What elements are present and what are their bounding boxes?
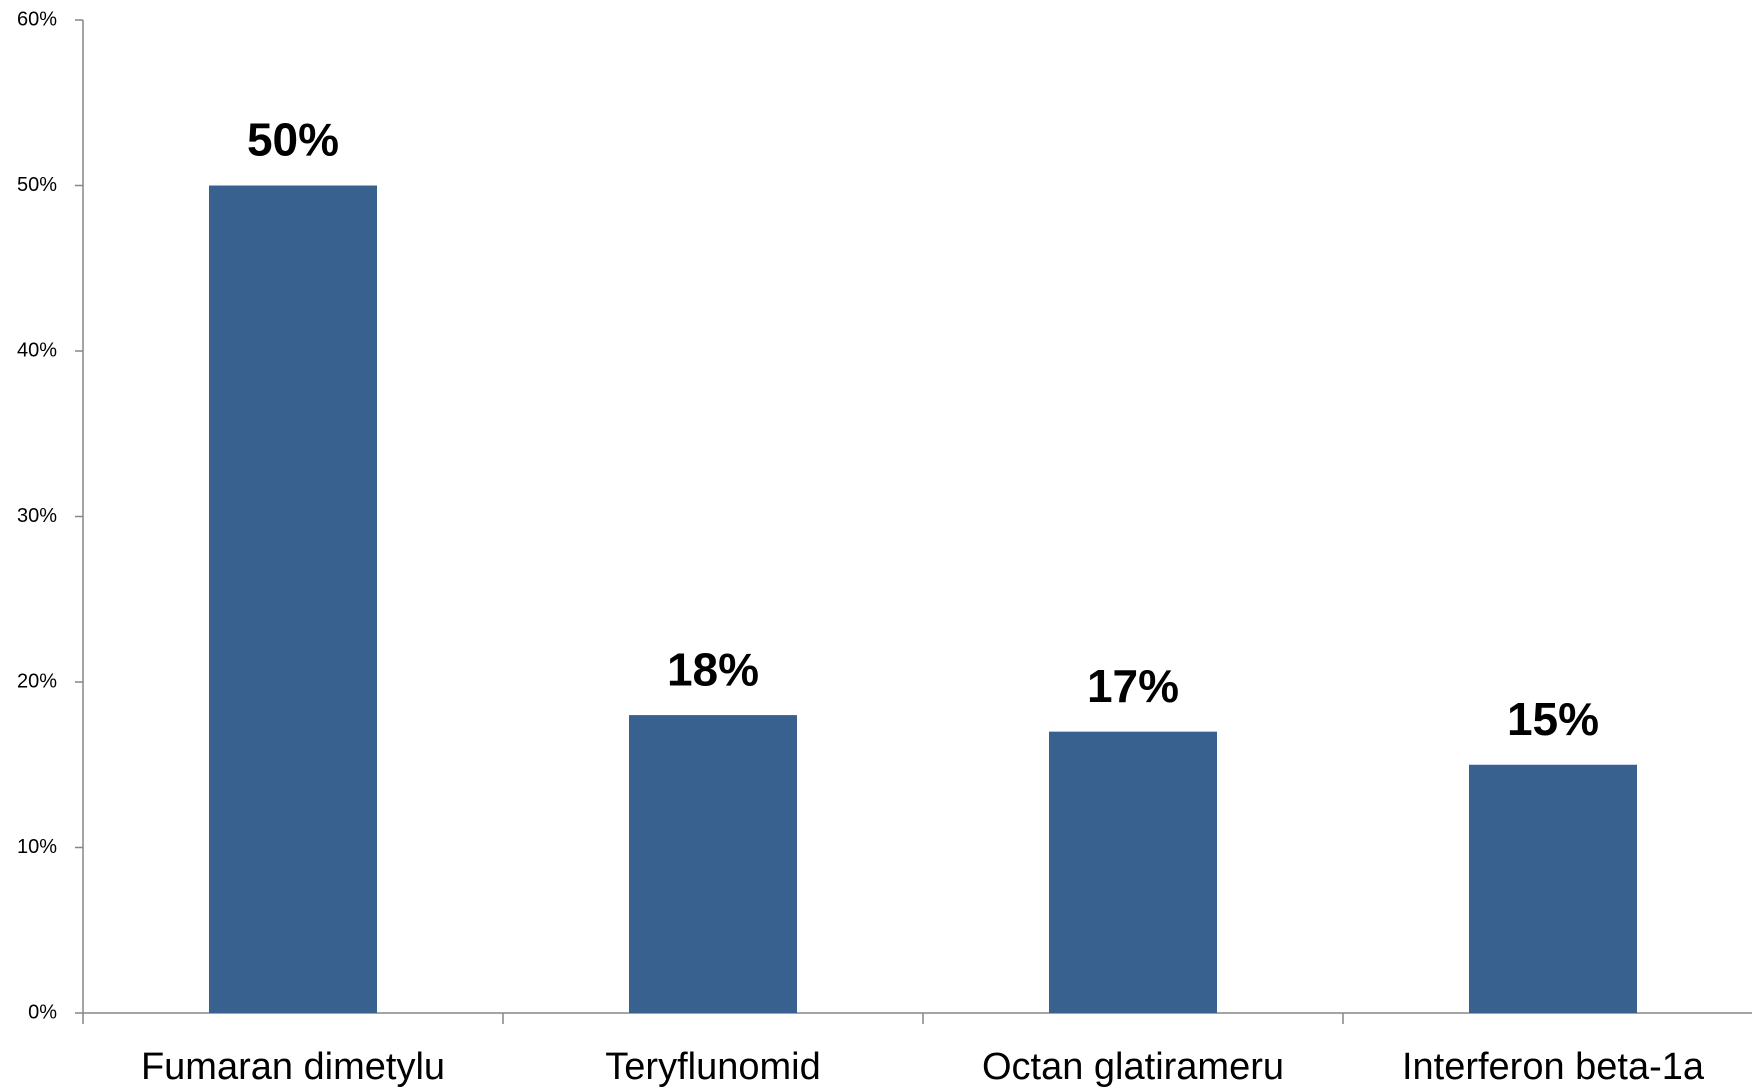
x-tick-label: Octan glatirameru [982, 1046, 1284, 1088]
bar [629, 715, 797, 1013]
x-tick-label: Interferon beta-1a [1402, 1046, 1705, 1088]
x-tick-label: Teryflunomid [605, 1046, 820, 1088]
y-tick-label: 0% [28, 1001, 57, 1023]
y-tick-label: 10% [17, 836, 57, 858]
y-tick-label: 20% [17, 670, 57, 692]
value-label: 50% [247, 114, 339, 166]
x-tick-label: Fumaran dimetylu [141, 1046, 445, 1088]
y-tick-label: 60% [17, 8, 57, 30]
y-tick-label: 30% [17, 505, 57, 527]
y-tick-label: 40% [17, 339, 57, 361]
bar [209, 185, 377, 1013]
value-label: 18% [667, 643, 759, 695]
y-tick-label: 50% [17, 174, 57, 196]
value-label: 15% [1507, 693, 1599, 745]
value-label: 17% [1087, 660, 1179, 712]
bar [1049, 731, 1217, 1013]
bar [1469, 764, 1637, 1013]
